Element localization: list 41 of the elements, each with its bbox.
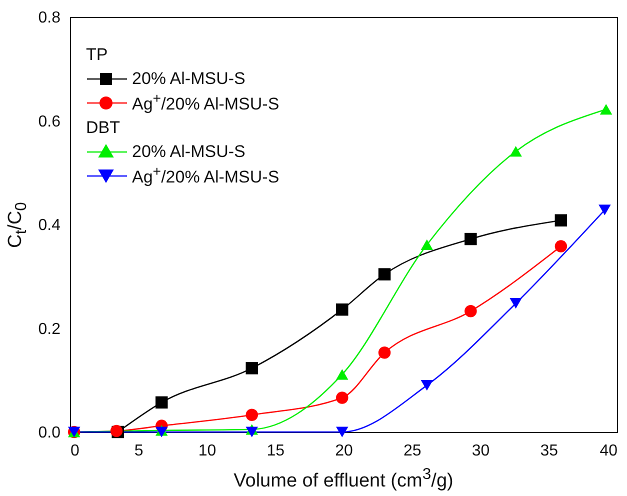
y-tick-label: 0.2: [38, 320, 61, 338]
y-tick-label: 0.8: [38, 10, 61, 26]
x-tick-label: 35: [540, 442, 558, 460]
point: [554, 240, 568, 252]
point: [598, 204, 611, 216]
point: [378, 346, 391, 359]
legend-label: Ag$^{+}$/20% Al-MSU-S: [132, 91, 280, 115]
point: [336, 426, 348, 438]
point: [420, 239, 434, 250]
x-tick-label: 15: [266, 442, 285, 460]
x-axis-title: Volume of effluent (cm$^{3}$/g): [234, 466, 454, 492]
x-tick-label: 10: [198, 442, 216, 460]
annotation: DBT: [86, 117, 121, 139]
legend-label: 20% Al-MSU-S: [132, 69, 246, 89]
point: [378, 268, 391, 280]
point: [554, 214, 568, 226]
x-tick-label: 20: [335, 442, 353, 460]
point: [420, 380, 434, 391]
x-tick-label: 5: [134, 442, 144, 460]
point: [246, 426, 258, 438]
point: [336, 369, 348, 380]
x-tick-label: 40: [600, 442, 618, 460]
point: [336, 303, 348, 316]
point: [510, 298, 522, 309]
x-tick-label: 25: [403, 442, 422, 460]
annotation: TP: [86, 44, 109, 66]
point: [510, 146, 522, 157]
legend-label: Ag$^{+}$/20% Al-MSU-S: [132, 164, 280, 188]
x-tick-label: 30: [472, 442, 490, 460]
point: [464, 305, 477, 318]
y-tick-label: 0.4: [38, 217, 61, 234]
point: [156, 396, 168, 409]
point: [464, 232, 477, 246]
y-tick-label: 0.6: [38, 113, 61, 130]
point: [246, 408, 258, 421]
point: [336, 392, 348, 404]
y-tick-label: 0.0: [38, 424, 61, 442]
point: [600, 104, 612, 115]
point: [246, 362, 258, 374]
x-tick-label: 0: [70, 442, 80, 460]
legend-label: 20% Al-MSU-S: [132, 142, 246, 162]
